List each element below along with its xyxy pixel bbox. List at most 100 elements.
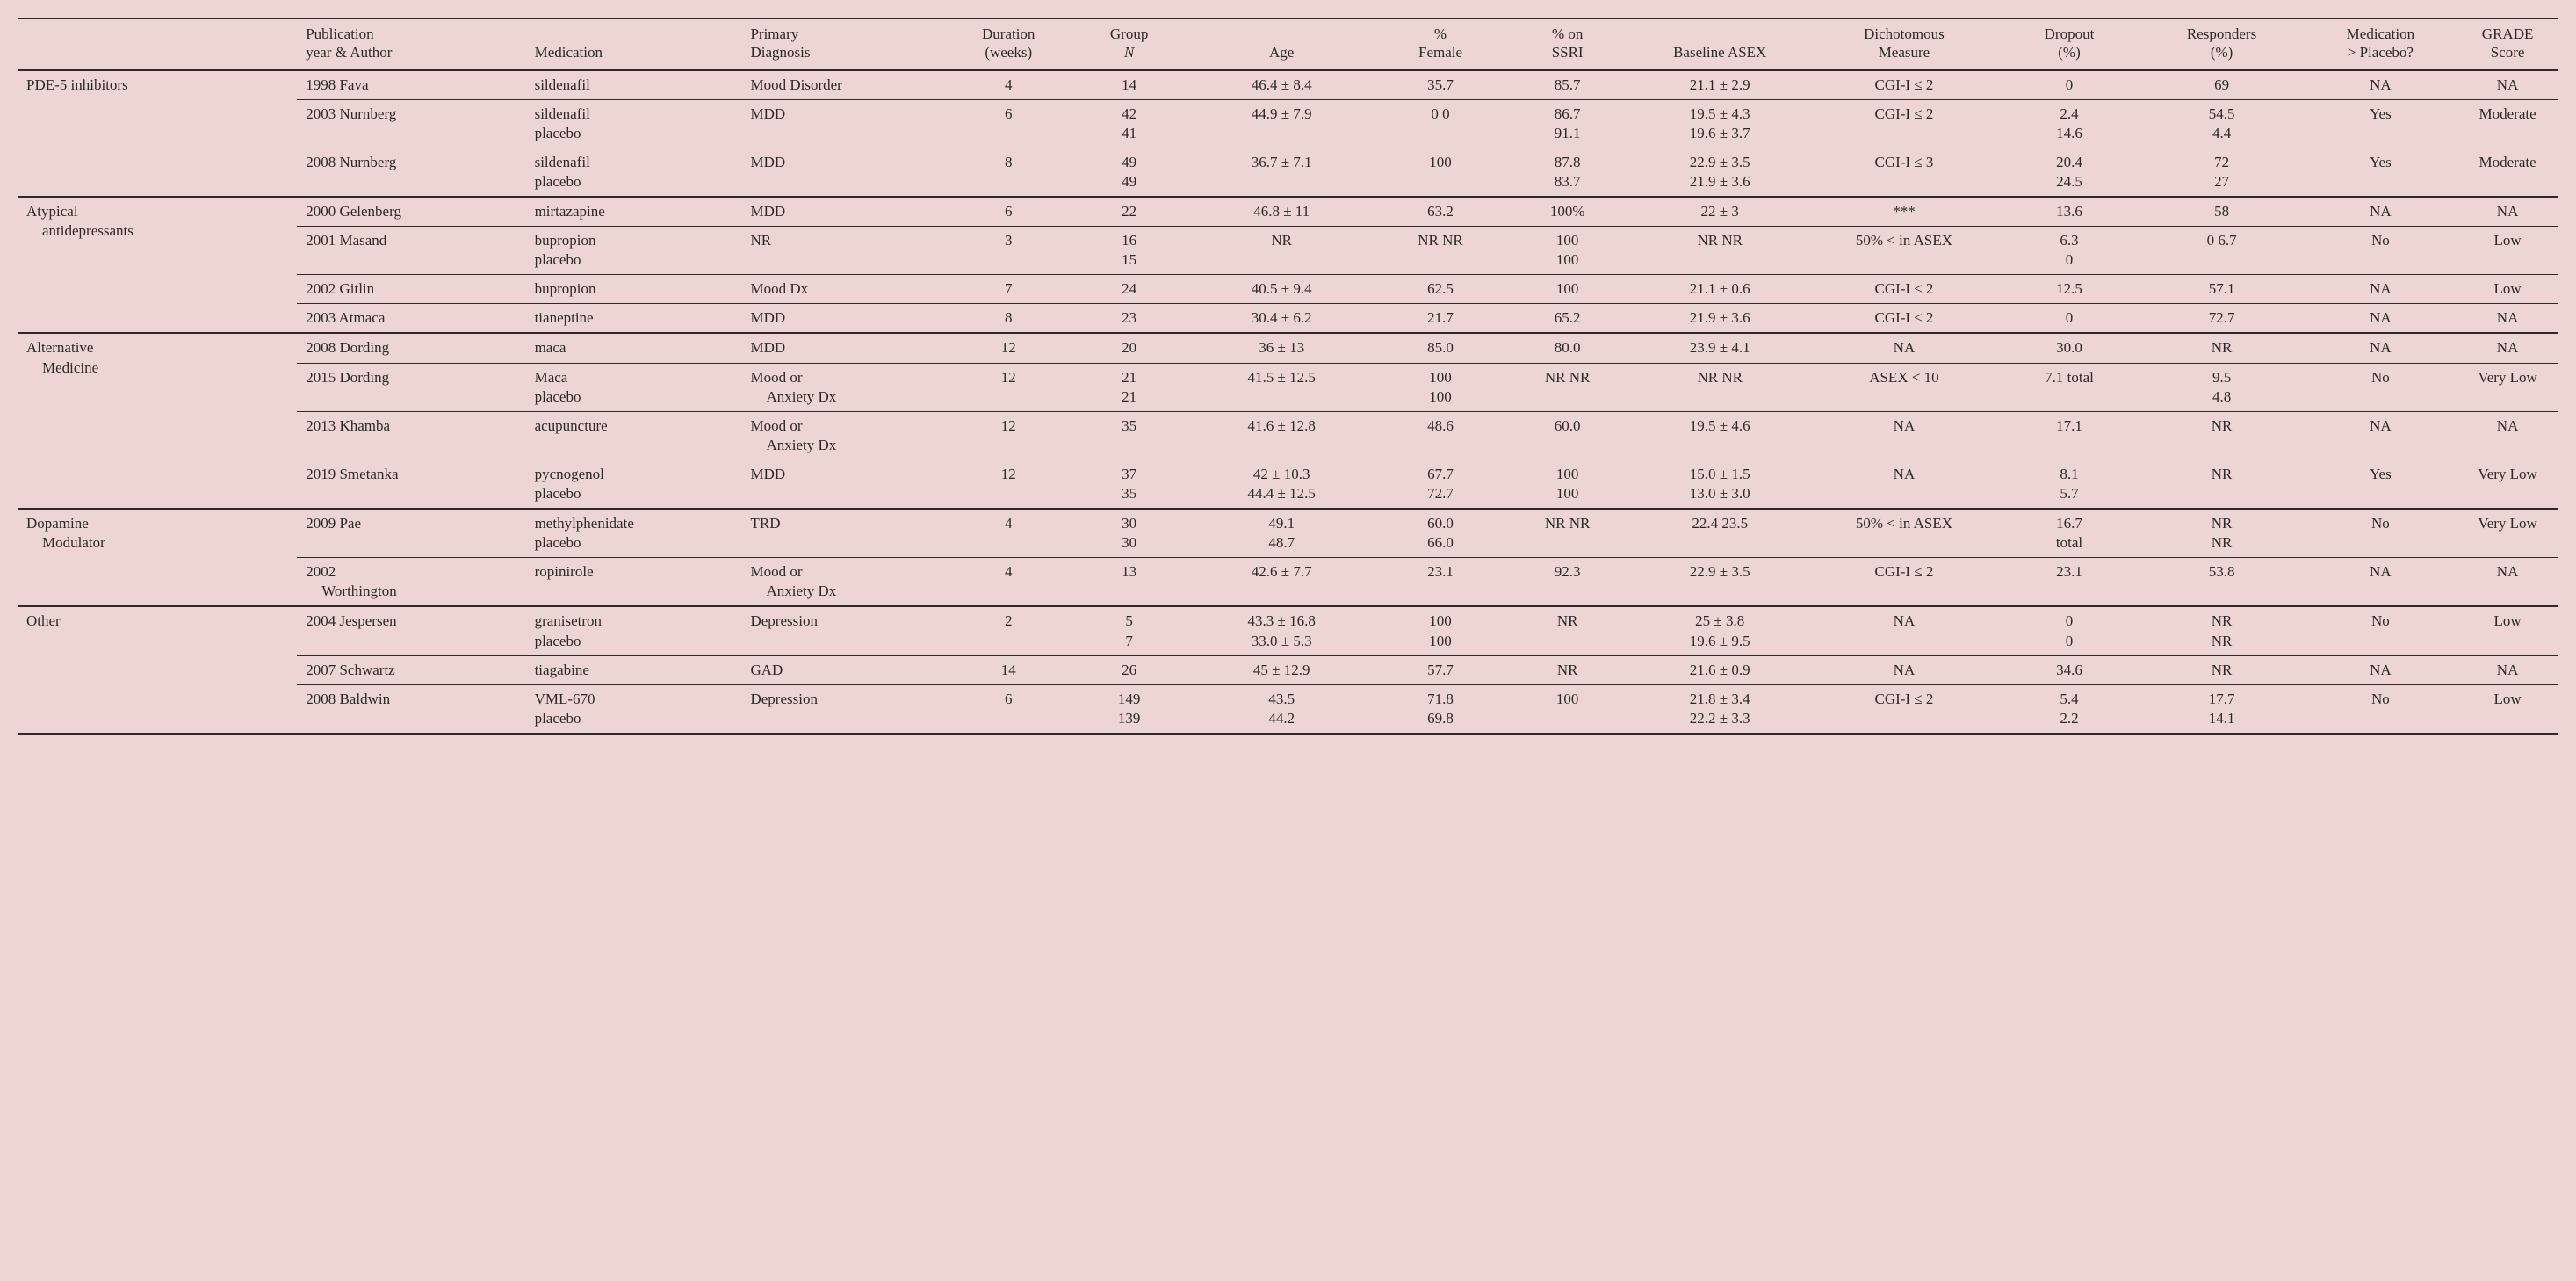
col-diag: PrimaryDiagnosis [741, 18, 944, 70]
resp-cell: NRNR [2139, 606, 2305, 655]
ssri-cell: 92.3 [1504, 558, 1631, 607]
dich-cell: CGI-I ≤ 3 [1808, 148, 1999, 197]
col-fem: %Female [1377, 18, 1504, 70]
pub-cell: 2003 Atmaca [297, 304, 525, 334]
age-cell: 49.148.7 [1187, 509, 1377, 558]
drop-cell: 20.424.5 [1999, 148, 2139, 197]
table-row: 2008 NurnbergsildenafilplaceboMDD8494936… [18, 148, 2558, 197]
asex-cell: 21.6 ± 0.9 [1631, 655, 1809, 684]
resp-cell: 54.54.4 [2139, 99, 2305, 148]
col-ssri: % onSSRI [1504, 18, 1631, 70]
col-category [18, 18, 297, 70]
drop-cell: 00 [1999, 606, 2139, 655]
n-cell: 26 [1072, 655, 1187, 684]
diag-cell: Mood orAnxiety Dx [741, 363, 944, 411]
fem-cell: 48.6 [1377, 411, 1504, 460]
diag-cell: MDD [741, 333, 944, 363]
table-row: 2003 NurnbergsildenafilplaceboMDD6424144… [18, 99, 2558, 148]
age-cell: 36 ± 13 [1187, 333, 1377, 363]
resp-cell: 57.1 [2139, 275, 2305, 304]
grade-cell: Moderate [2457, 148, 2558, 197]
ssri-cell: 86.791.1 [1504, 99, 1631, 148]
mvp-cell: No [2305, 606, 2457, 655]
table-row: DopamineModulator2009 Paemethylphenidate… [18, 509, 2558, 558]
resp-cell: 0 6.7 [2139, 227, 2305, 275]
mvp-cell: NA [2305, 411, 2457, 460]
drop-cell: 34.6 [1999, 655, 2139, 684]
col-mvp: Medication> Placebo? [2305, 18, 2457, 70]
dich-cell: ASEX < 10 [1808, 363, 1999, 411]
med-cell: pycnogenolplacebo [526, 460, 742, 509]
diag-cell: MDD [741, 99, 944, 148]
asex-cell: 15.0 ± 1.513.0 ± 3.0 [1631, 460, 1809, 509]
age-cell: NR [1187, 227, 1377, 275]
category-cell: DopamineModulator [18, 509, 297, 606]
grade-cell: NA [2457, 70, 2558, 100]
resp-cell: NR [2139, 411, 2305, 460]
grade-cell: Moderate [2457, 99, 2558, 148]
asex-cell: NR NR [1631, 363, 1809, 411]
med-cell: Macaplacebo [526, 363, 742, 411]
age-cell: 41.5 ± 12.5 [1187, 363, 1377, 411]
resp-cell: 72.7 [2139, 304, 2305, 334]
grade-cell: NA [2457, 411, 2558, 460]
age-cell: 43.3 ± 16.833.0 ± 5.3 [1187, 606, 1377, 655]
n-cell: 13 [1072, 558, 1187, 607]
table-row: 2013 KhambaacupunctureMood orAnxiety Dx1… [18, 411, 2558, 460]
n-cell: 20 [1072, 333, 1187, 363]
age-cell: 42 ± 10.344.4 ± 12.5 [1187, 460, 1377, 509]
med-cell: sildenafil [526, 70, 742, 100]
drop-cell: 30.0 [1999, 333, 2139, 363]
age-cell: 42.6 ± 7.7 [1187, 558, 1377, 607]
pub-cell: 2008 Nurnberg [297, 148, 525, 197]
dich-cell: CGI-I ≤ 2 [1808, 304, 1999, 334]
age-cell: 36.7 ± 7.1 [1187, 148, 1377, 197]
table-row: AlternativeMedicine2008 DordingmacaMDD12… [18, 333, 2558, 363]
dich-cell: NA [1808, 606, 1999, 655]
dich-cell: CGI-I ≤ 2 [1808, 684, 1999, 734]
med-cell: sildenafilplacebo [526, 99, 742, 148]
dich-cell: CGI-I ≤ 2 [1808, 558, 1999, 607]
drop-cell: 8.15.7 [1999, 460, 2139, 509]
dich-cell: NA [1808, 411, 1999, 460]
pub-cell: 2001 Masand [297, 227, 525, 275]
asex-cell: 22.4 23.5 [1631, 509, 1809, 558]
n-cell: 22 [1072, 197, 1187, 227]
dur-cell: 12 [945, 460, 1072, 509]
fem-cell: 62.5 [1377, 275, 1504, 304]
diag-cell: Depression [741, 606, 944, 655]
table-row: 2001 MasandbupropionplaceboNR31615NRNR N… [18, 227, 2558, 275]
n-cell: 24 [1072, 275, 1187, 304]
col-dich: DichotomousMeasure [1808, 18, 1999, 70]
fem-cell: 63.2 [1377, 197, 1504, 227]
dur-cell: 12 [945, 363, 1072, 411]
col-drop: Dropout(%) [1999, 18, 2139, 70]
dur-cell: 3 [945, 227, 1072, 275]
ssri-cell: 100100 [1504, 227, 1631, 275]
med-cell: ropinirole [526, 558, 742, 607]
diag-cell: MDD [741, 460, 944, 509]
table-row: 2019 SmetankapycnogenolplaceboMDD1237354… [18, 460, 2558, 509]
pub-cell: 2002 Gitlin [297, 275, 525, 304]
med-cell: tiagabine [526, 655, 742, 684]
col-grade: GRADEScore [2457, 18, 2558, 70]
ssri-cell: NR [1504, 606, 1631, 655]
drop-cell: 16.7total [1999, 509, 2139, 558]
n-cell: 2121 [1072, 363, 1187, 411]
ssri-cell: NR [1504, 655, 1631, 684]
table-row: 2002WorthingtonropiniroleMood orAnxiety … [18, 558, 2558, 607]
fem-cell: 85.0 [1377, 333, 1504, 363]
n-cell: 3735 [1072, 460, 1187, 509]
col-dur: Duration(weeks) [945, 18, 1072, 70]
ssri-cell: NR NR [1504, 363, 1631, 411]
pub-cell: 2009 Pae [297, 509, 525, 558]
age-cell: 30.4 ± 6.2 [1187, 304, 1377, 334]
n-cell: 57 [1072, 606, 1187, 655]
med-cell: granisetronplacebo [526, 606, 742, 655]
resp-cell: NR [2139, 655, 2305, 684]
med-cell: maca [526, 333, 742, 363]
asex-cell: 22.9 ± 3.521.9 ± 3.6 [1631, 148, 1809, 197]
dich-cell: *** [1808, 197, 1999, 227]
fem-cell: NR NR [1377, 227, 1504, 275]
table-row: Atypicalantidepressants2000 Gelenbergmir… [18, 197, 2558, 227]
